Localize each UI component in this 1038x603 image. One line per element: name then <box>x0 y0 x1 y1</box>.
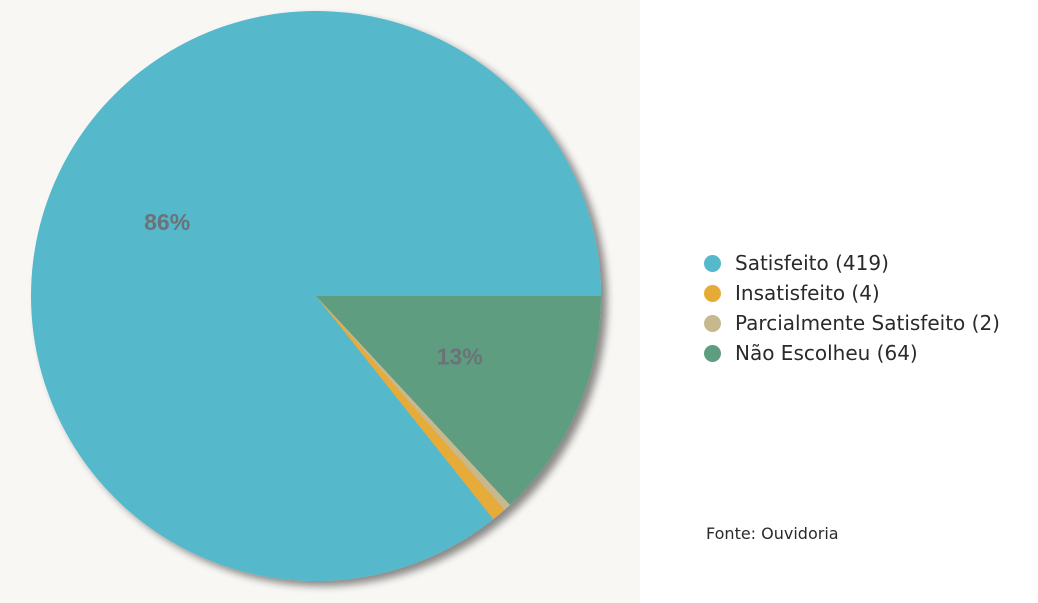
legend-label-0: Satisfeito (419) <box>735 251 889 275</box>
pie-slice-2 <box>316 296 510 510</box>
pie-data-labels: 86% 13% <box>144 209 483 370</box>
legend-swatch-0 <box>704 254 721 272</box>
legend-swatch-2 <box>704 314 721 332</box>
legend: Satisfeito (419) Insatisfeito (4) Parcialm… <box>704 248 1000 368</box>
pie-slice-0 <box>31 10 602 581</box>
legend-label-2: Parcialmente Satisfeito (2) <box>735 311 1000 335</box>
legend-label-3: Não Escolheu (64) <box>735 341 918 365</box>
legend-item-0: Satisfeito (419) <box>704 248 1000 278</box>
legend-swatch-3 <box>704 344 721 362</box>
data-label-0: 86% <box>144 209 190 235</box>
pie-slice-3 <box>316 296 601 505</box>
legend-swatch-1 <box>704 284 721 302</box>
legend-label-1: Insatisfeito (4) <box>735 281 880 305</box>
legend-item-1: Insatisfeito (4) <box>704 278 1000 308</box>
legend-item-3: Não Escolheu (64) <box>704 338 1000 368</box>
pie-chart: 86% 13% <box>31 10 602 581</box>
data-label-3: 13% <box>437 344 483 370</box>
source-note: Fonte: Ouvidoria <box>706 524 839 543</box>
pie-slices <box>31 10 602 581</box>
plot-area: 86% 13% <box>0 0 640 603</box>
pie-slice-1 <box>316 296 505 520</box>
legend-item-2: Parcialmente Satisfeito (2) <box>704 308 1000 338</box>
